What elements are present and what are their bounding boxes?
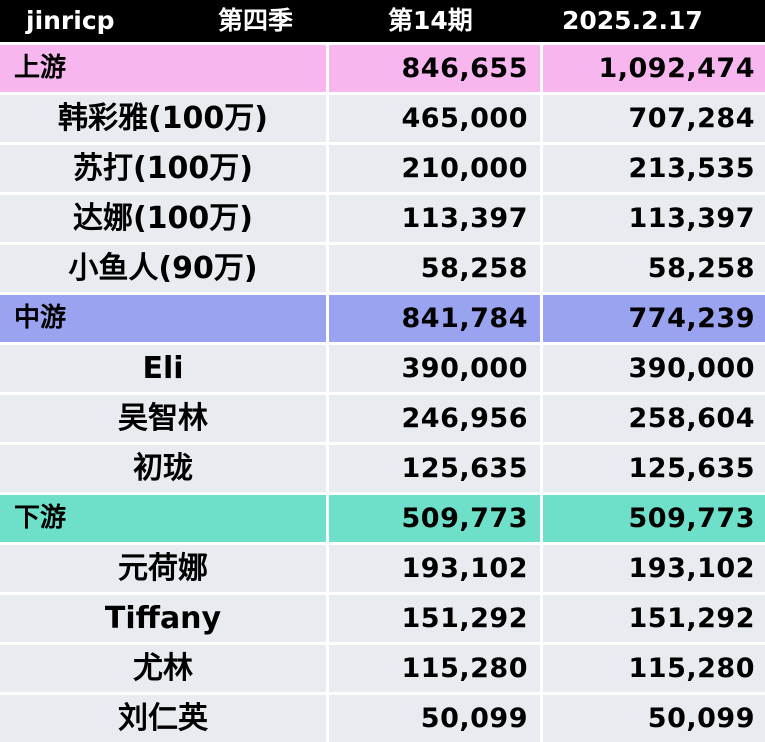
row-value-1: 50,099 bbox=[329, 695, 540, 742]
row-value-1: 846,655 bbox=[329, 45, 540, 92]
row-value-2: 115,280 bbox=[543, 645, 765, 692]
row-value-2: 58,258 bbox=[543, 245, 765, 292]
row-value-1: 465,000 bbox=[329, 95, 540, 142]
header-channel-name: jinricp bbox=[26, 6, 115, 35]
table-row: 元荷娜 193,102 193,102 bbox=[0, 545, 765, 592]
row-name: 小鱼人(90万) bbox=[0, 245, 326, 292]
row-value-1: 210,000 bbox=[329, 145, 540, 192]
table-row: 韩彩雅(100万) 465,000 707,284 bbox=[0, 95, 765, 142]
table-row: Eli 390,000 390,000 bbox=[0, 345, 765, 392]
row-value-2: 113,397 bbox=[543, 195, 765, 242]
row-value-2: 125,635 bbox=[543, 445, 765, 492]
header-episode: 第14期 bbox=[388, 6, 473, 35]
table-row: Tiffany 151,292 151,292 bbox=[0, 595, 765, 642]
table-row-group-mid: 中游 841,784 774,239 bbox=[0, 295, 765, 342]
row-name: 元荷娜 bbox=[0, 545, 326, 592]
row-value-2: 151,292 bbox=[543, 595, 765, 642]
table-row: 达娜(100万) 113,397 113,397 bbox=[0, 195, 765, 242]
row-name: Tiffany bbox=[0, 595, 326, 642]
table-row: 尤林 115,280 115,280 bbox=[0, 645, 765, 692]
header-date: 2025.2.17 bbox=[562, 6, 703, 35]
table-row: 吴智林 246,956 258,604 bbox=[0, 395, 765, 442]
row-value-1: 841,784 bbox=[329, 295, 540, 342]
row-value-2: 774,239 bbox=[543, 295, 765, 342]
row-value-2: 1,092,474 bbox=[543, 45, 765, 92]
row-value-1: 246,956 bbox=[329, 395, 540, 442]
header-season: 第四季 bbox=[218, 6, 294, 35]
row-value-1: 115,280 bbox=[329, 645, 540, 692]
row-value-2: 390,000 bbox=[543, 345, 765, 392]
table-row: 小鱼人(90万) 58,258 58,258 bbox=[0, 245, 765, 292]
table-row-group-lower: 下游 509,773 509,773 bbox=[0, 495, 765, 542]
row-name: 初珑 bbox=[0, 445, 326, 492]
row-value-2: 193,102 bbox=[543, 545, 765, 592]
row-value-2: 213,535 bbox=[543, 145, 765, 192]
row-value-2: 509,773 bbox=[543, 495, 765, 542]
row-name: 吴智林 bbox=[0, 395, 326, 442]
row-name: 上游 bbox=[0, 45, 326, 92]
row-name: 韩彩雅(100万) bbox=[0, 95, 326, 142]
row-value-1: 151,292 bbox=[329, 595, 540, 642]
row-value-1: 390,000 bbox=[329, 345, 540, 392]
table-row-group-upper: 上游 846,655 1,092,474 bbox=[0, 45, 765, 92]
row-value-1: 113,397 bbox=[329, 195, 540, 242]
row-name: 达娜(100万) bbox=[0, 195, 326, 242]
row-value-2: 707,284 bbox=[543, 95, 765, 142]
row-value-1: 509,773 bbox=[329, 495, 540, 542]
row-name: 尤林 bbox=[0, 645, 326, 692]
row-name: 苏打(100万) bbox=[0, 145, 326, 192]
row-name: 中游 bbox=[0, 295, 326, 342]
table-row: 初珑 125,635 125,635 bbox=[0, 445, 765, 492]
row-name: 刘仁英 bbox=[0, 695, 326, 742]
table-row: 苏打(100万) 210,000 213,535 bbox=[0, 145, 765, 192]
table-header: jinricp 第四季 第14期 2025.2.17 bbox=[0, 0, 765, 42]
row-value-1: 193,102 bbox=[329, 545, 540, 592]
row-name: Eli bbox=[0, 345, 326, 392]
row-value-1: 125,635 bbox=[329, 445, 540, 492]
row-value-1: 58,258 bbox=[329, 245, 540, 292]
row-value-2: 50,099 bbox=[543, 695, 765, 742]
row-value-2: 258,604 bbox=[543, 395, 765, 442]
table-row: 刘仁英 50,099 50,099 bbox=[0, 695, 765, 742]
row-name: 下游 bbox=[0, 495, 326, 542]
